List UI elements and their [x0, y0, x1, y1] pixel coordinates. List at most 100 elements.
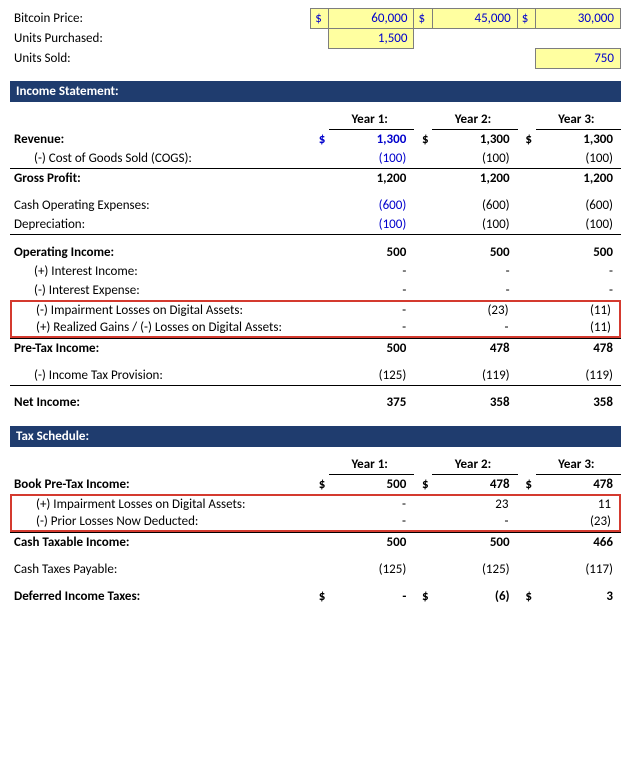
int-expense-y1: - — [329, 281, 414, 300]
bitcoin-price-label: Bitcoin Price: — [10, 9, 311, 29]
deferred-y3: 3 — [536, 587, 621, 606]
revenue-label: Revenue: — [10, 130, 311, 150]
net-income-y1: 375 — [329, 393, 414, 412]
year-header-1: Year 1: — [329, 110, 414, 130]
op-income-y2: 500 — [432, 243, 517, 262]
impairment-add-y2: 23 — [432, 496, 517, 513]
prior-losses-y3: (23) — [534, 513, 619, 530]
book-pretax-y1: 500 — [329, 475, 414, 495]
book-pretax-y3: 478 — [536, 475, 621, 495]
currency-symbol: $ — [311, 475, 329, 495]
cogs-y1: (100) — [329, 149, 414, 169]
pretax-label: Pre-Tax Income: — [10, 338, 311, 358]
gross-profit-y1: 1,200 — [329, 169, 414, 189]
net-income-y2: 358 — [432, 393, 517, 412]
currency-symbol: $ — [518, 475, 536, 495]
deferred-label: Deferred Income Taxes: — [10, 587, 311, 606]
tax-prov-y1: (125) — [329, 366, 414, 386]
currency-symbol: $ — [517, 9, 535, 29]
cash-taxable-y1: 500 — [329, 533, 414, 553]
cogs-label: (-) Cost of Goods Sold (COGS): — [10, 149, 311, 169]
gross-profit-y2: 1,200 — [432, 169, 517, 189]
tax-prov-y3: (119) — [536, 366, 621, 386]
net-income-y3: 358 — [536, 393, 621, 412]
year-header-3: Year 3: — [536, 110, 621, 130]
units-sold-label: Units Sold: — [10, 49, 311, 69]
income-statement-table: Year 1: Year 2: Year 3: Revenue: $ 1,300… — [10, 102, 621, 300]
realized-y2: - — [432, 319, 517, 336]
prior-losses-label: (-) Prior Losses Now Deducted: — [12, 513, 312, 530]
tax-prov-label: (-) Income Tax Provision: — [10, 366, 311, 386]
units-purchased-label: Units Purchased: — [10, 29, 311, 49]
deferred-y2: (6) — [432, 587, 517, 606]
currency-symbol: $ — [311, 130, 329, 150]
int-income-y3: - — [536, 262, 621, 281]
top-inputs-table: Bitcoin Price: $ 60,000 $ 45,000 $ 30,00… — [10, 8, 621, 69]
currency-symbol: $ — [311, 587, 329, 606]
income-highlight-box: (-) Impairment Losses on Digital Assets:… — [10, 300, 621, 338]
int-income-y1: - — [329, 262, 414, 281]
year-header-2: Year 2: — [432, 110, 517, 130]
tax-year-header-3: Year 3: — [536, 455, 621, 475]
currency-symbol: $ — [414, 9, 432, 29]
int-expense-label: (-) Interest Expense: — [10, 281, 311, 300]
cash-taxable-y2: 500 — [432, 533, 517, 553]
cash-taxes-y2: (125) — [432, 560, 517, 579]
op-income-label: Operating Income: — [10, 243, 311, 262]
cash-opex-y1: (600) — [329, 196, 414, 215]
cash-opex-y3: (600) — [536, 196, 621, 215]
tax-year-header-1: Year 1: — [329, 455, 414, 475]
currency-symbol: $ — [414, 130, 432, 150]
currency-symbol: $ — [311, 9, 329, 29]
revenue-y1: 1,300 — [329, 130, 414, 150]
units-purchased-y1[interactable]: 1,500 — [329, 29, 414, 49]
depreciation-y1: (100) — [329, 215, 414, 235]
cash-opex-y2: (600) — [432, 196, 517, 215]
book-pretax-y2: 478 — [432, 475, 517, 495]
currency-symbol: $ — [414, 475, 432, 495]
cash-opex-label: Cash Operating Expenses: — [10, 196, 311, 215]
income-statement-header: Income Statement: — [10, 81, 621, 102]
book-pretax-label: Book Pre-Tax Income: — [10, 475, 311, 495]
impairment-add-y3: 11 — [534, 496, 619, 513]
cash-taxable-label: Cash Taxable Income: — [10, 533, 311, 553]
currency-symbol: $ — [414, 587, 432, 606]
bitcoin-price-y3[interactable]: 30,000 — [535, 9, 620, 29]
revenue-y2: 1,300 — [432, 130, 517, 150]
pretax-y2: 478 — [432, 338, 517, 358]
tax-prov-y2: (119) — [432, 366, 517, 386]
op-income-y1: 500 — [329, 243, 414, 262]
int-income-label: (+) Interest Income: — [10, 262, 311, 281]
impairment-add-label: (+) Impairment Losses on Digital Assets: — [12, 496, 312, 513]
op-income-y3: 500 — [536, 243, 621, 262]
realized-y1: - — [330, 319, 414, 336]
cash-taxes-y1: (125) — [329, 560, 414, 579]
currency-symbol: $ — [518, 587, 536, 606]
tax-schedule-table: Year 1: Year 2: Year 3: Book Pre-Tax Inc… — [10, 447, 621, 494]
int-expense-y3: - — [536, 281, 621, 300]
tax-year-header-2: Year 2: — [432, 455, 517, 475]
realized-label: (+) Realized Gains / (-) Losses on Digit… — [12, 319, 312, 336]
cash-taxes-y3: (117) — [536, 560, 621, 579]
impairment-y3: (11) — [534, 302, 619, 319]
revenue-y3: 1,300 — [536, 130, 621, 150]
cash-taxes-label: Cash Taxes Payable: — [10, 560, 311, 579]
impairment-y2: (23) — [432, 302, 517, 319]
pretax-y1: 500 — [329, 338, 414, 358]
realized-y3: (11) — [534, 319, 619, 336]
bitcoin-price-y1[interactable]: 60,000 — [329, 9, 414, 29]
int-income-y2: - — [432, 262, 517, 281]
impairment-add-y1: - — [329, 496, 414, 513]
units-sold-y3[interactable]: 750 — [535, 49, 620, 69]
bitcoin-price-y2[interactable]: 45,000 — [432, 9, 517, 29]
int-expense-y2: - — [432, 281, 517, 300]
depreciation-y3: (100) — [536, 215, 621, 235]
impairment-y1: - — [330, 302, 414, 319]
tax-highlight-box: (+) Impairment Losses on Digital Assets:… — [10, 494, 621, 532]
cogs-y3: (100) — [536, 149, 621, 169]
tax-schedule-header: Tax Schedule: — [10, 426, 621, 447]
net-income-label: Net Income: — [10, 393, 311, 412]
deferred-y1: - — [329, 587, 414, 606]
currency-symbol: $ — [518, 130, 536, 150]
depreciation-y2: (100) — [432, 215, 517, 235]
